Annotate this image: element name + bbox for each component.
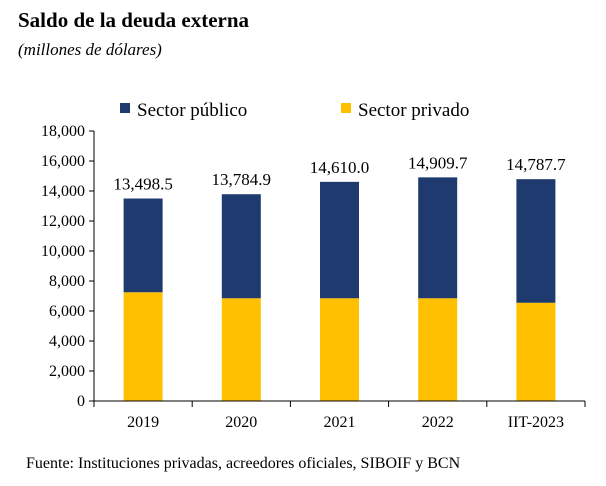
y-tick-label: 16,000 [41, 153, 85, 170]
x-tick-label: 2020 [225, 414, 257, 431]
bar-segment [221, 194, 261, 299]
total-label: 14,909.7 [408, 153, 468, 172]
chart-subtitle: (millones de dólares) [18, 40, 162, 59]
y-tick-label: 10,000 [41, 243, 85, 260]
total-label: 13,498.5 [113, 175, 173, 194]
x-tick-label: 2021 [324, 414, 356, 431]
y-tick-label: 18,000 [41, 123, 85, 140]
x-tick-label: 2019 [127, 414, 159, 431]
legend-label: Sector público [137, 100, 247, 121]
bar-segment [516, 302, 556, 401]
bar-segment [516, 179, 556, 303]
bar-segment [320, 298, 359, 401]
y-tick-label: 14,000 [41, 183, 85, 200]
legend-swatch [341, 103, 351, 113]
bar-segment [221, 298, 261, 401]
bar-segment [418, 177, 458, 299]
bar-segment [123, 198, 163, 293]
total-label: 13,784.9 [212, 170, 272, 189]
legend-swatch [120, 103, 130, 113]
bar-segment [320, 181, 359, 299]
y-tick-label: 8,000 [49, 273, 85, 290]
x-tick-label: 2022 [422, 414, 454, 431]
y-tick-label: 0 [77, 393, 85, 410]
source-note: Fuente: Instituciones privadas, acreedor… [26, 455, 461, 472]
y-tick-label: 12,000 [41, 213, 85, 230]
y-tick-label: 4,000 [49, 333, 85, 350]
total-label: 14,610.0 [310, 158, 370, 177]
y-tick-label: 6,000 [49, 303, 85, 320]
x-tick-label: IIT-2023 [508, 414, 564, 431]
legend-label: Sector privado [358, 100, 469, 121]
bar-segment [418, 298, 458, 401]
total-label: 14,787.7 [506, 155, 566, 174]
y-tick-label: 2,000 [49, 363, 85, 380]
chart-title: Saldo de la deuda externa [18, 8, 250, 32]
bar-segment [123, 292, 163, 401]
